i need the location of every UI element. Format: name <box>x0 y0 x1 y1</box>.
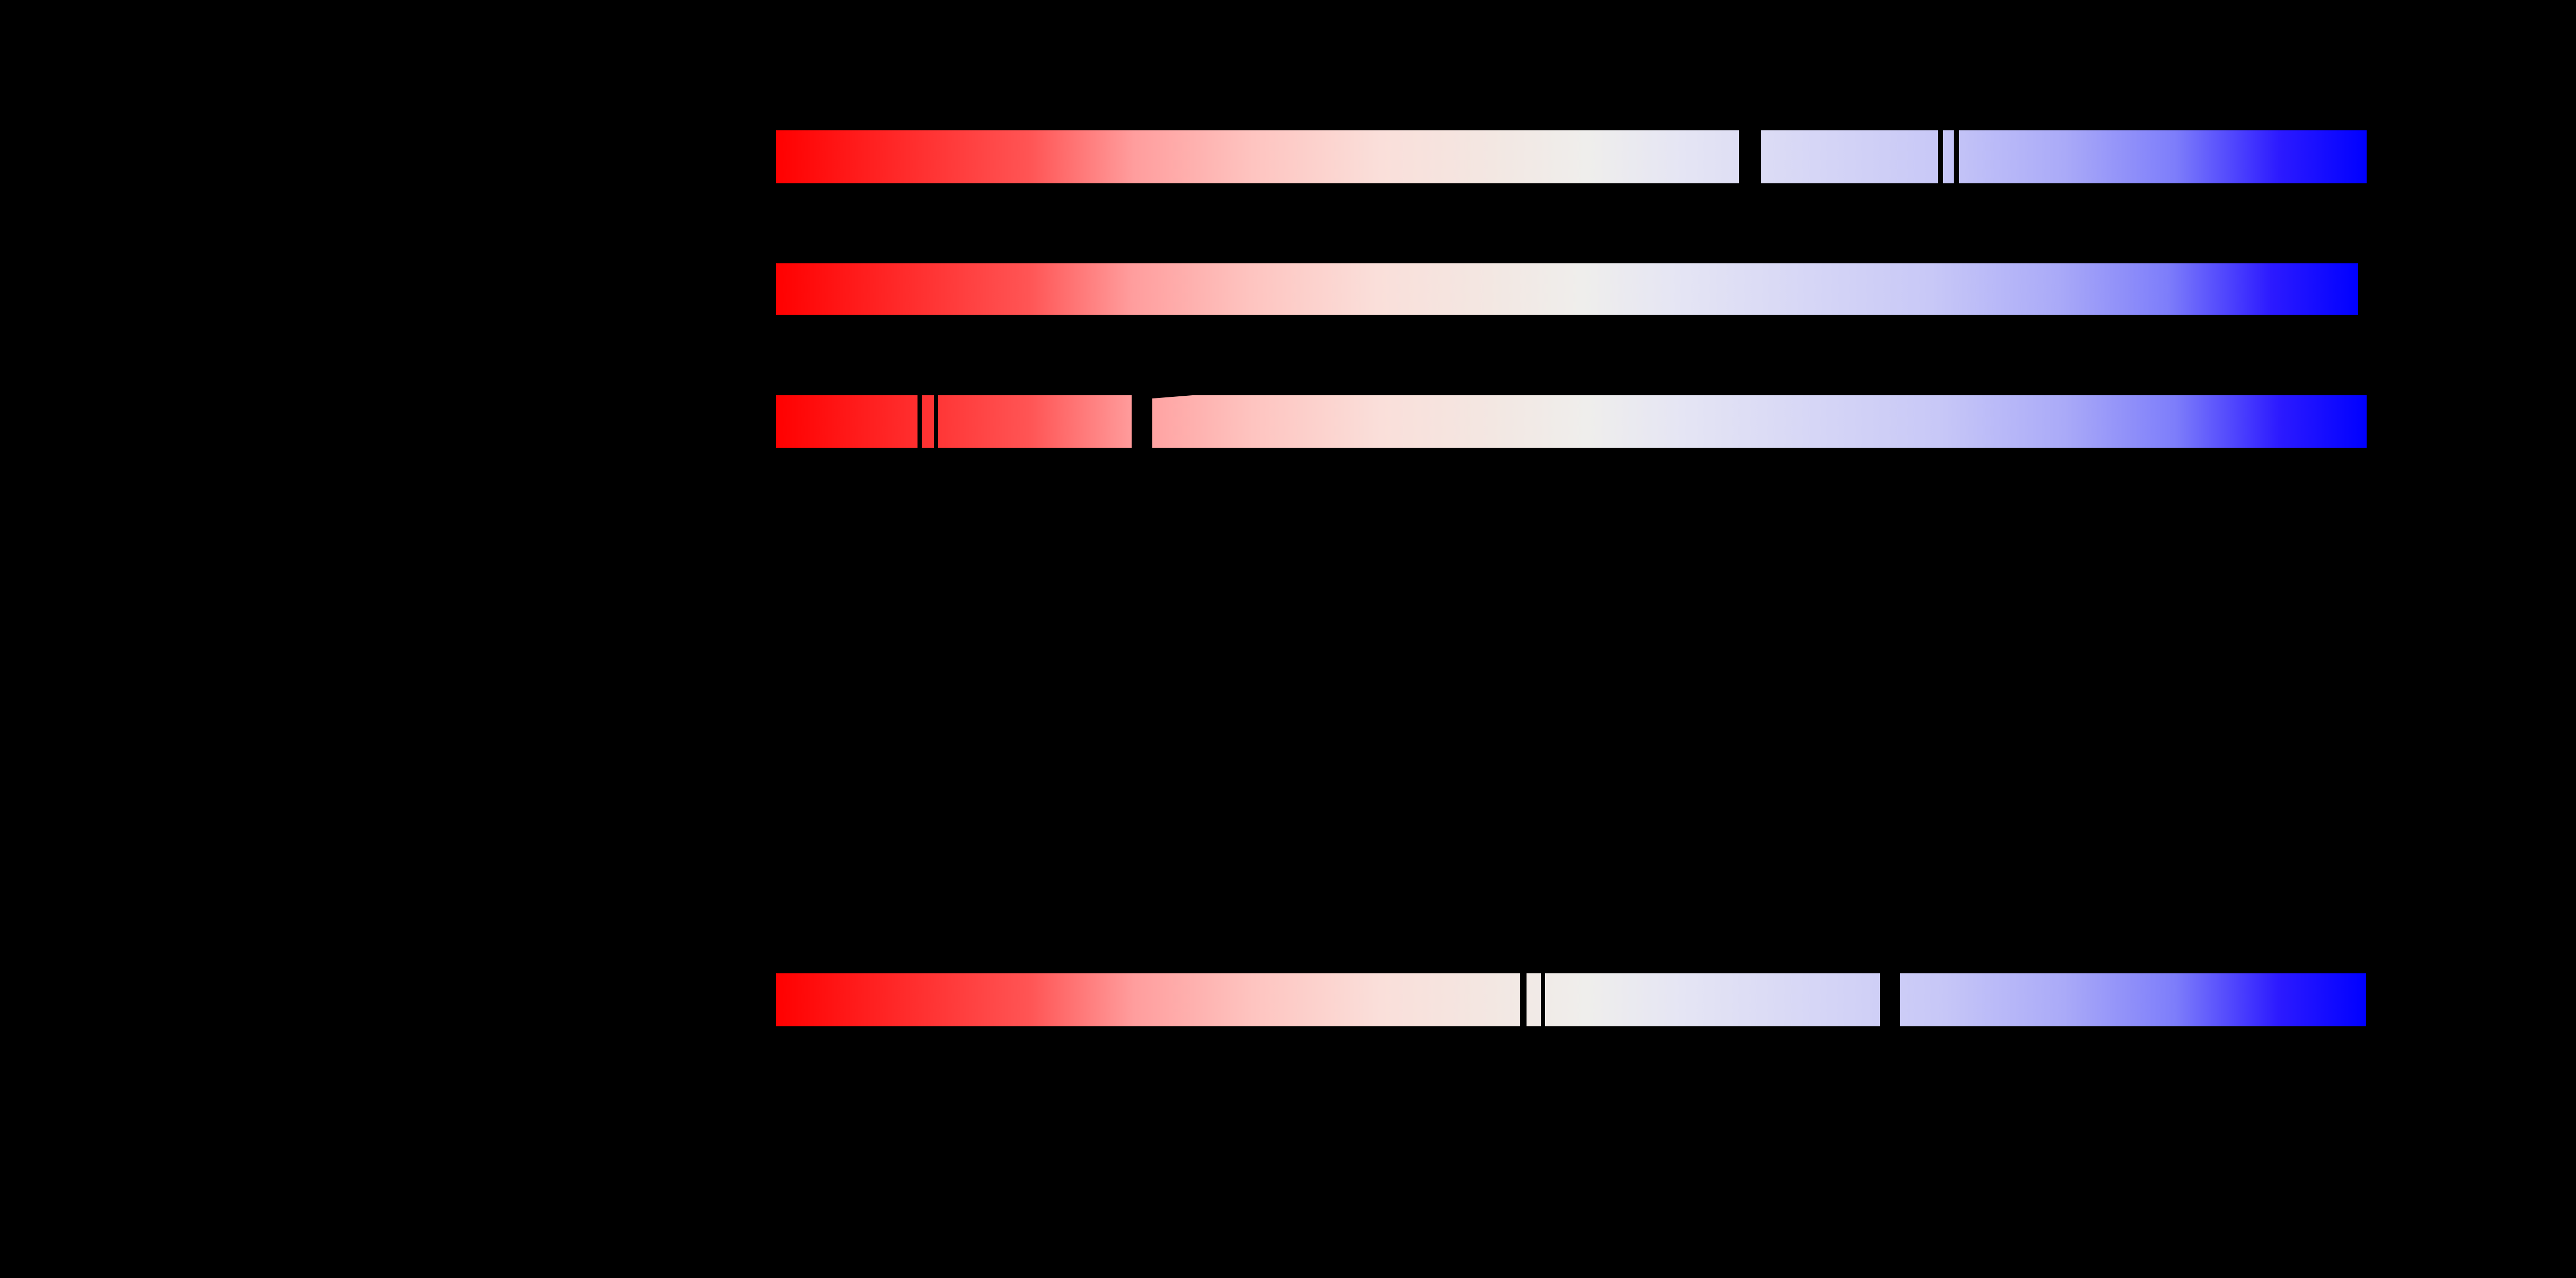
tick-marker <box>918 395 922 448</box>
colorbar-4 <box>776 973 2366 1026</box>
tick-marker <box>1541 973 1545 1026</box>
colorbar-1 <box>776 130 2367 183</box>
gap-marker <box>1132 395 1152 448</box>
tick-marker <box>1954 130 1959 183</box>
colorbar-2 <box>776 263 2358 315</box>
tick-marker <box>934 395 938 448</box>
gap-marker <box>1739 130 1761 183</box>
colorbar-3 <box>776 395 2367 448</box>
segment-top-notch <box>1152 395 1193 398</box>
tick-marker <box>1938 130 1943 183</box>
tick-marker <box>1520 973 1527 1026</box>
gap-marker <box>1880 973 1900 1026</box>
